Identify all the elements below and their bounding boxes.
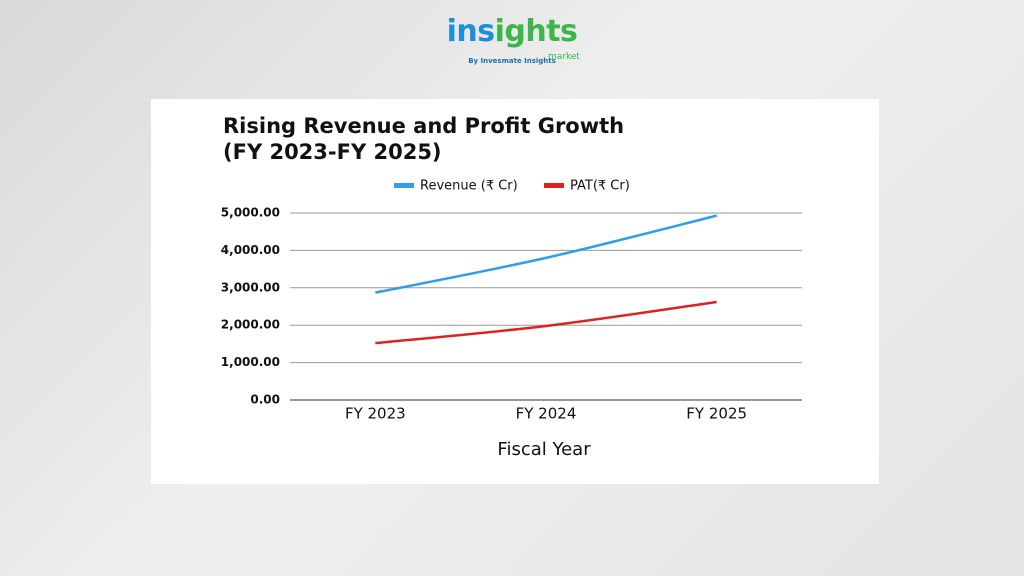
brand: insights market By Invesmate Insights: [0, 14, 1024, 65]
brand-sub: market: [548, 52, 580, 62]
y-tick-label: 4,000.00: [221, 243, 280, 257]
x-tick-label: FY 2023: [345, 405, 406, 423]
chart-title: Rising Revenue and Profit Growth (FY 202…: [223, 114, 625, 164]
x-tick-label: FY 2024: [516, 405, 577, 423]
legend-swatch: [544, 183, 564, 188]
series-line: [375, 300, 717, 345]
legend-swatch: [394, 183, 414, 188]
series-line: [375, 214, 717, 294]
y-tick-label: 0.00: [250, 393, 280, 407]
y-tick-label: 2,000.00: [221, 318, 280, 332]
legend-label: PAT(₹ Cr): [570, 179, 630, 194]
brand-name: insights: [446, 14, 578, 49]
legend-label: Revenue (₹ Cr): [420, 179, 518, 194]
x-axis-label: Fiscal Year: [497, 439, 591, 460]
y-tick-label: 5,000.00: [221, 206, 280, 220]
y-tick-label: 1,000.00: [221, 355, 280, 369]
y-tick-label: 3,000.00: [221, 280, 280, 294]
tagline: By Invesmate Insights: [468, 57, 556, 65]
x-tick-label: FY 2025: [686, 405, 747, 423]
chart-card: [151, 99, 879, 484]
